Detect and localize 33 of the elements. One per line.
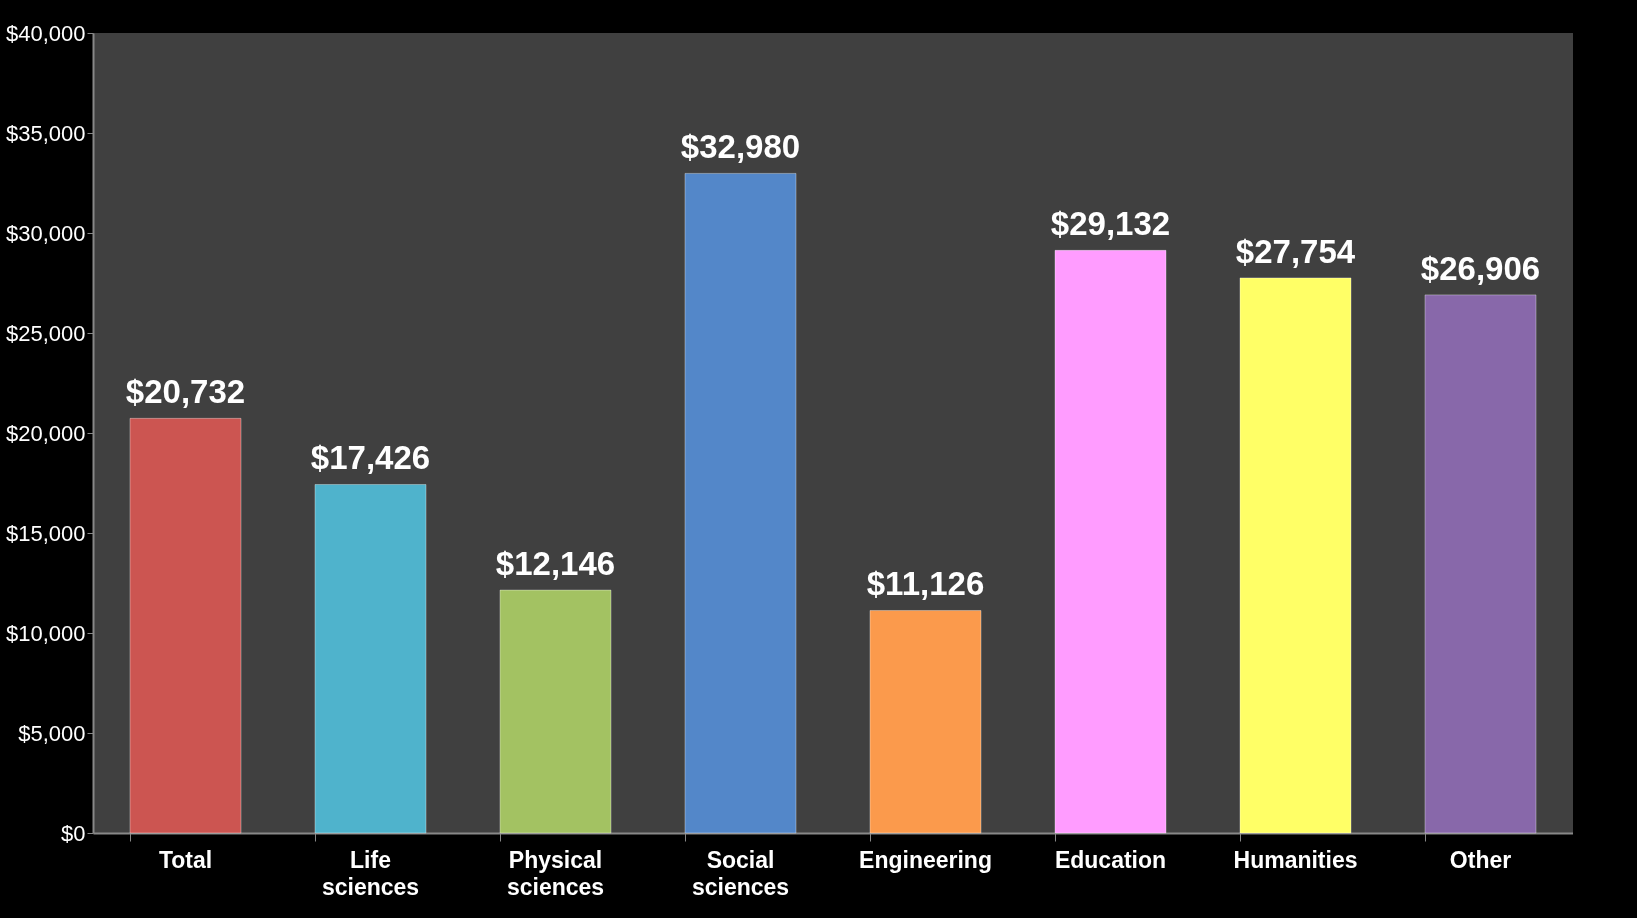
data-label: $11,126 [866, 565, 985, 603]
bar [869, 609, 982, 834]
data-label: $27,754 [1235, 232, 1356, 270]
y-tick-label: $15,000 [5, 520, 86, 546]
y-tick-label: $40,000 [5, 20, 86, 46]
data-label: $17,426 [310, 439, 431, 477]
bar [314, 483, 427, 834]
x-tick-label: Life sciences [321, 846, 420, 900]
x-tick-label: Physical sciences [506, 846, 605, 900]
data-label: $12,146 [495, 545, 616, 583]
bar [1424, 294, 1537, 834]
x-tick-label: Other [1449, 846, 1512, 873]
y-tick-label: $0 [61, 820, 86, 846]
x-tick-label: Humanities [1233, 846, 1358, 873]
bar [1054, 249, 1167, 834]
bar [499, 589, 612, 834]
bar [684, 172, 797, 834]
bar [129, 417, 242, 834]
data-label: $29,132 [1050, 205, 1171, 243]
y-tick-label: $30,000 [5, 220, 86, 246]
x-tick-label: Social sciences [691, 846, 790, 900]
y-tick-label: $5,000 [18, 720, 86, 746]
y-tick-label: $10,000 [5, 620, 86, 646]
data-label: $20,732 [125, 373, 246, 411]
x-tick-label: Engineering [859, 846, 992, 873]
y-tick-label: $35,000 [5, 120, 86, 146]
y-tick-label: $25,000 [5, 320, 86, 346]
x-tick-label: Education [1054, 846, 1167, 873]
x-tick-label: Total [158, 846, 213, 873]
y-tick-label: $20,000 [5, 420, 86, 446]
data-label: $26,906 [1420, 249, 1541, 287]
bar [1239, 277, 1352, 834]
data-label: $32,980 [680, 128, 801, 166]
